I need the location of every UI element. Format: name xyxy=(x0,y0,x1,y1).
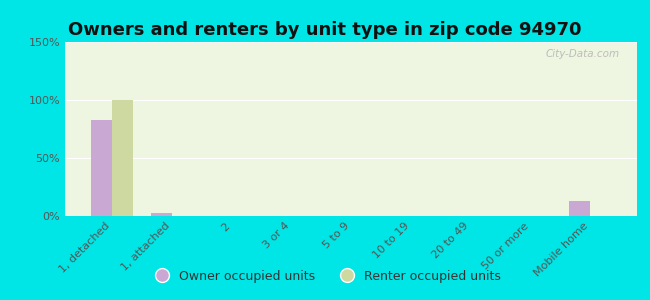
Bar xyxy=(91,120,112,216)
Bar xyxy=(112,100,133,216)
Bar xyxy=(569,201,590,216)
Bar xyxy=(151,212,172,216)
Text: City-Data.com: City-Data.com xyxy=(546,49,620,59)
Text: Owners and renters by unit type in zip code 94970: Owners and renters by unit type in zip c… xyxy=(68,21,582,39)
Legend: Owner occupied units, Renter occupied units: Owner occupied units, Renter occupied un… xyxy=(144,265,506,288)
